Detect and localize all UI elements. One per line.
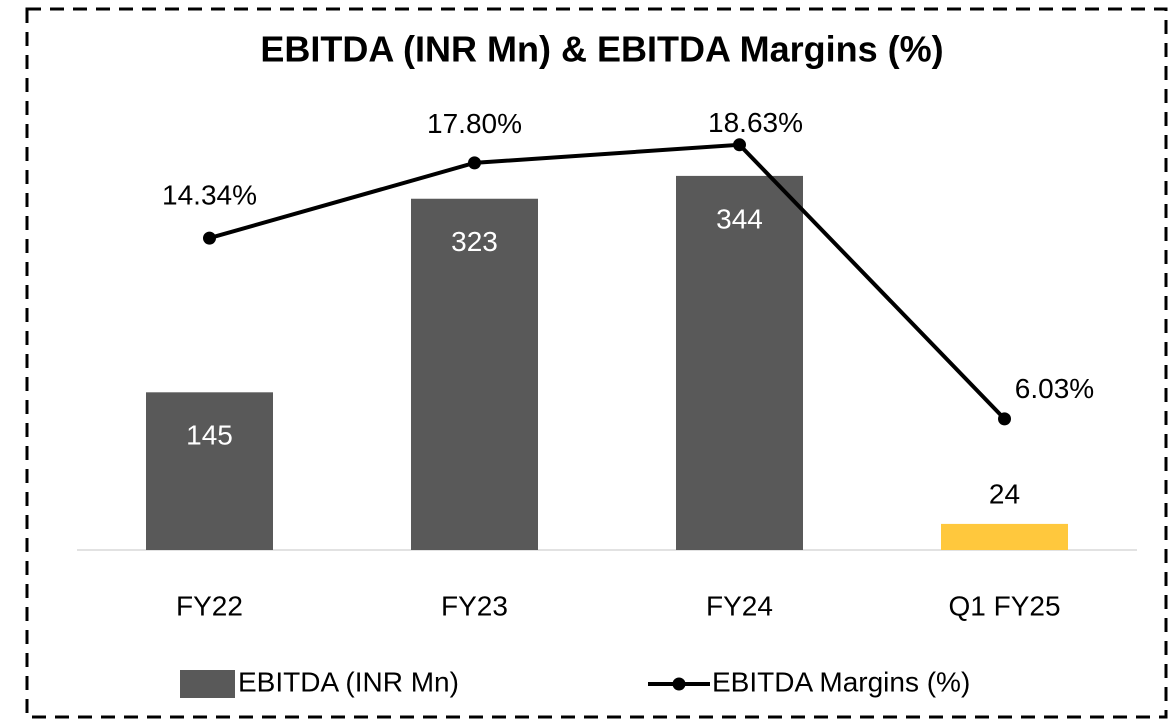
x-tick-label: FY23 bbox=[441, 590, 508, 621]
bar-value-label: 145 bbox=[186, 420, 233, 451]
line-marker bbox=[733, 138, 746, 152]
bar-value-label: 24 bbox=[989, 478, 1020, 509]
x-tick-label: FY22 bbox=[176, 590, 243, 621]
bar-value-label: 344 bbox=[716, 203, 763, 234]
legend-marker bbox=[672, 677, 686, 691]
legend-label: EBITDA (INR Mn) bbox=[238, 666, 459, 697]
bar-value-label: 323 bbox=[451, 226, 498, 257]
bar bbox=[676, 175, 803, 550]
line-value-label: 18.63% bbox=[708, 107, 803, 138]
x-tick-label: FY24 bbox=[706, 590, 773, 621]
line-value-label: 17.80% bbox=[427, 108, 522, 139]
chart-title: EBITDA (INR Mn) & EBITDA Margins (%) bbox=[260, 29, 943, 70]
line-marker bbox=[998, 412, 1011, 426]
line-value-label: 14.34% bbox=[162, 179, 257, 210]
bar bbox=[411, 198, 538, 551]
border bbox=[25, 7, 1168, 719]
line bbox=[208, 142, 1006, 421]
bar bbox=[941, 523, 1068, 550]
line-marker bbox=[203, 231, 216, 245]
legend-label: EBITDA Margins (%) bbox=[712, 666, 970, 697]
line-value-label: 6.03% bbox=[1015, 373, 1094, 404]
legend-swatch bbox=[180, 670, 235, 698]
bar bbox=[146, 392, 273, 550]
line-marker bbox=[468, 156, 481, 170]
x-tick-label: Q1 FY25 bbox=[948, 590, 1060, 621]
